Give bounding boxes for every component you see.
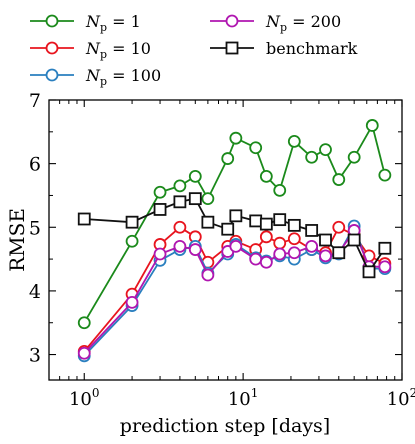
legend-label: Np = 1 bbox=[85, 12, 141, 34]
data-point bbox=[273, 213, 287, 227]
data-point bbox=[188, 243, 202, 256]
legend-marker bbox=[45, 68, 59, 82]
legend-marker bbox=[225, 14, 239, 28]
data-point bbox=[273, 183, 287, 197]
data-point bbox=[273, 236, 287, 250]
data-point bbox=[201, 268, 215, 282]
data-point bbox=[125, 295, 139, 309]
y-tick-label: 7 bbox=[29, 90, 41, 112]
data-point bbox=[153, 185, 167, 199]
data-point bbox=[229, 131, 243, 145]
data-point bbox=[319, 233, 332, 247]
data-point bbox=[378, 260, 392, 274]
data-point bbox=[229, 239, 243, 253]
data-point bbox=[201, 215, 215, 229]
data-point bbox=[362, 265, 376, 279]
series-4 bbox=[77, 224, 392, 360]
data-point bbox=[259, 169, 273, 183]
x-tick-label: 100 bbox=[69, 386, 100, 410]
data-point bbox=[188, 169, 202, 183]
legend-marker bbox=[45, 41, 59, 55]
data-point bbox=[249, 252, 263, 266]
legend-entry-3: Np = 100 bbox=[30, 66, 161, 88]
legend-entry-1: Np = 1 bbox=[30, 12, 141, 34]
data-point bbox=[173, 220, 187, 234]
series-5 bbox=[77, 192, 392, 279]
y-tick-label: 5 bbox=[29, 217, 41, 239]
data-point bbox=[249, 214, 263, 228]
data-point bbox=[287, 246, 301, 260]
plot-frame bbox=[48, 99, 403, 381]
data-point bbox=[77, 346, 91, 360]
data-point bbox=[229, 209, 243, 223]
data-point bbox=[305, 150, 319, 164]
data-point bbox=[259, 230, 273, 244]
data-point bbox=[259, 217, 273, 231]
legend-label: Np = 100 bbox=[85, 66, 161, 88]
x-axis-label: prediction step [days] bbox=[120, 415, 330, 437]
y-tick-label: 4 bbox=[29, 281, 41, 303]
data-point bbox=[125, 215, 139, 229]
data-point bbox=[221, 152, 235, 165]
data-point bbox=[77, 212, 91, 226]
data-point bbox=[173, 179, 187, 193]
legend-entry-2: Np = 10 bbox=[30, 39, 151, 61]
legend-marker bbox=[225, 41, 239, 55]
legend-entry-5: benchmark bbox=[210, 39, 358, 58]
legend-marker bbox=[45, 14, 59, 28]
data-point bbox=[319, 249, 332, 263]
data-point bbox=[378, 168, 392, 182]
legend-label: Np = 200 bbox=[265, 12, 341, 34]
legend-entry-4: Np = 200 bbox=[210, 12, 341, 34]
data-point bbox=[287, 232, 301, 246]
data-point bbox=[305, 224, 319, 237]
plot-area bbox=[77, 119, 392, 363]
data-point bbox=[347, 233, 361, 247]
legend-label: Np = 10 bbox=[85, 39, 151, 61]
legend: Np = 1 Np = 10 Np = 100 Np = 200 benchmark bbox=[30, 12, 358, 88]
data-point bbox=[188, 192, 202, 206]
data-point bbox=[332, 220, 346, 234]
y-tick-label: 6 bbox=[29, 154, 41, 176]
data-point bbox=[319, 143, 332, 157]
data-point bbox=[221, 222, 235, 236]
data-point bbox=[259, 255, 273, 269]
data-point bbox=[305, 239, 319, 253]
data-point bbox=[273, 247, 287, 261]
data-point bbox=[173, 239, 187, 253]
y-tick-label: 3 bbox=[29, 345, 41, 367]
data-point bbox=[332, 246, 346, 260]
data-point bbox=[201, 192, 215, 206]
data-point bbox=[173, 195, 187, 209]
data-point bbox=[332, 173, 346, 186]
data-point bbox=[153, 247, 167, 261]
data-point bbox=[125, 234, 139, 248]
legend-label: benchmark bbox=[266, 39, 358, 58]
axes: 3 4 5 6 7 100 101 102 bbox=[29, 90, 415, 410]
data-point bbox=[347, 150, 361, 164]
data-point bbox=[249, 141, 263, 155]
data-point bbox=[287, 134, 301, 148]
data-point bbox=[378, 241, 392, 255]
x-tick-label: 101 bbox=[228, 386, 259, 410]
x-tick-label: 102 bbox=[387, 386, 415, 410]
data-point bbox=[287, 218, 301, 232]
data-point bbox=[365, 119, 379, 132]
data-point bbox=[153, 203, 167, 216]
series-1 bbox=[77, 119, 392, 330]
y-axis-label: RMSE bbox=[5, 208, 29, 272]
data-point bbox=[77, 316, 91, 330]
